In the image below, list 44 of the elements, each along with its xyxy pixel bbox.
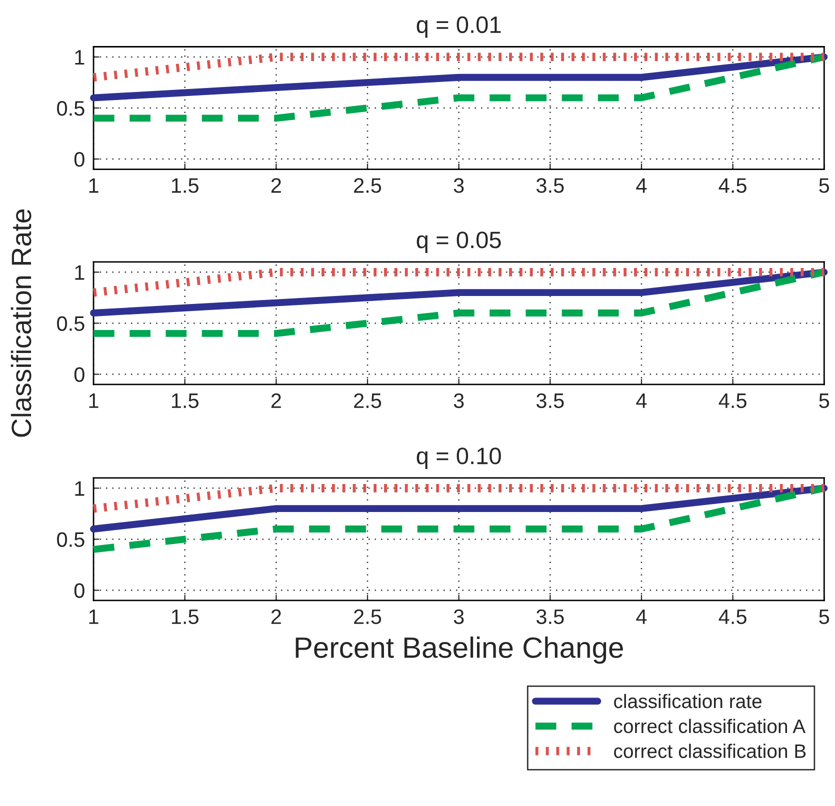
chart-title: q = 0.01	[416, 16, 501, 38]
y-tick-label: 1	[75, 481, 84, 496]
x-tick-label: 4.5	[718, 610, 746, 624]
y-tick-label: 1	[75, 50, 84, 65]
x-tick-label: 1	[89, 178, 98, 193]
y-tick-label: 1	[75, 265, 84, 280]
legend-label: classification rate	[614, 694, 762, 708]
x-tick-label: 4	[636, 394, 647, 408]
x-tick-label: 5	[819, 178, 830, 193]
x-tick-label: 1	[89, 394, 98, 408]
y-tick-label: 0.5	[57, 532, 84, 547]
x-tick-label: 3	[454, 609, 464, 624]
x-tick-label: 3.5	[536, 609, 564, 624]
y-tick-label: 0.5	[57, 101, 84, 116]
x-tick-label: 5	[819, 394, 830, 408]
y-tick-label: 0	[74, 152, 84, 167]
x-tick-label: 3	[454, 178, 464, 193]
x-tick-label: 4.5	[718, 178, 746, 193]
x-tick-label: 2.5	[354, 393, 382, 408]
y-tick-label: 0	[74, 583, 84, 598]
x-tick-label: 4.5	[718, 394, 746, 408]
x-tick-label: 4	[636, 610, 647, 624]
x-tick-label: 3	[454, 393, 464, 408]
y-axis-title: Classification Rate	[10, 209, 32, 437]
legend-label: correct classification A	[614, 718, 806, 734]
x-tick-label: 1	[89, 610, 98, 624]
x-tick-label: 2	[271, 609, 281, 624]
x-tick-label: 1.5	[172, 610, 198, 624]
y-tick-label: 0	[74, 367, 84, 382]
x-tick-label: 2.5	[354, 609, 382, 624]
x-tick-label: 1.5	[172, 394, 198, 408]
x-tick-label: 3.5	[536, 393, 564, 408]
x-axis-title: Percent Baseline Change	[296, 636, 623, 664]
y-tick-label: 0.5	[57, 316, 84, 331]
chart-title: q = 0.10	[416, 448, 501, 469]
x-tick-label: 5	[819, 610, 830, 624]
x-tick-label: 4	[636, 178, 647, 193]
x-tick-label: 1.5	[172, 178, 198, 193]
x-tick-label: 3.5	[536, 178, 564, 193]
legend-label: correct classification B	[614, 744, 806, 758]
x-tick-label: 2	[271, 178, 281, 193]
x-tick-label: 2.5	[354, 178, 382, 193]
chart-title: q = 0.05	[416, 232, 501, 253]
x-tick-label: 2	[271, 393, 281, 408]
